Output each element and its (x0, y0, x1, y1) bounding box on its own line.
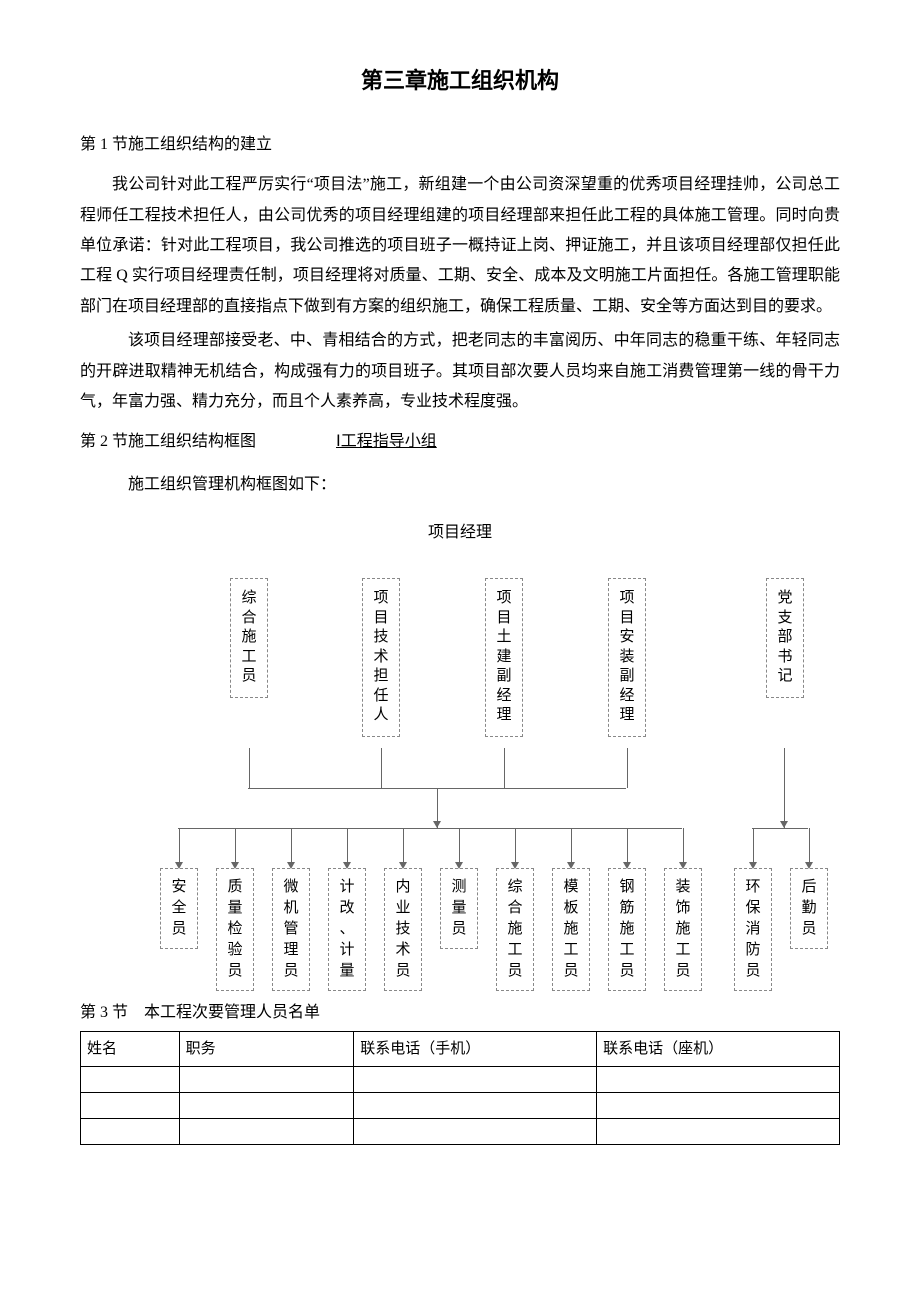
table-cell (81, 1067, 180, 1093)
connector-v (753, 828, 754, 862)
arrowhead-icon (287, 862, 295, 869)
section2-heading-row: 第 2 节施工组织结构框图 Ⅰ工程指导小组 (80, 427, 840, 457)
table-row (81, 1119, 840, 1145)
connector-v (459, 828, 460, 862)
arrowhead-icon (749, 862, 757, 869)
project-manager-label: 项目经理 (80, 518, 840, 548)
table-header-cell: 联系电话（座机） (597, 1031, 840, 1067)
table-cell (597, 1093, 840, 1119)
org-bottom-box: 微机管理员 (272, 868, 310, 991)
org-mid-box: 项目土建副经理 (485, 578, 523, 737)
arrowhead-icon (399, 862, 407, 869)
section2-heading: 第 2 节施工组织结构框图 (80, 427, 256, 457)
connector-v (515, 828, 516, 862)
table-header-cell: 联系电话（手机） (354, 1031, 597, 1067)
connector-h (178, 828, 682, 829)
org-bottom-box: 装饰施工员 (664, 868, 702, 991)
connector-v (809, 828, 810, 862)
section2-subtitle: Ⅰ工程指导小组 (336, 427, 437, 457)
arrowhead-icon (343, 862, 351, 869)
connector-v (403, 828, 404, 862)
table-row (81, 1093, 840, 1119)
table-cell (81, 1093, 180, 1119)
org-bottom-box: 内业技术员 (384, 868, 422, 991)
table-cell (597, 1119, 840, 1145)
connector-v (504, 748, 505, 788)
table-cell (179, 1119, 354, 1145)
arrowhead-icon (805, 862, 813, 869)
connector-v (571, 828, 572, 862)
section1-heading: 第 1 节施工组织结构的建立 (80, 130, 840, 160)
table-cell (179, 1067, 354, 1093)
org-bottom-box: 计改、计量 (328, 868, 366, 991)
table-header-cell: 职务 (179, 1031, 354, 1067)
org-bottom-box: 测量员 (440, 868, 478, 949)
org-bottom-box: 环保消防员 (734, 868, 772, 991)
connector-v (291, 828, 292, 862)
org-mid-box: 党支部书记 (766, 578, 804, 698)
table-cell (81, 1119, 180, 1145)
org-bottom-box: 模板施工员 (552, 868, 590, 991)
org-bottom-box: 钢筋施工员 (608, 868, 646, 991)
table-cell (354, 1093, 597, 1119)
connector-v (249, 748, 250, 788)
org-mid-box: 项目技术担任人 (362, 578, 400, 737)
section3-heading: 第 3 节 本工程次要管理人员名单 (80, 998, 840, 1028)
table-cell (597, 1067, 840, 1093)
connector-v (235, 828, 236, 862)
arrowhead-icon (433, 821, 441, 828)
connector-v (683, 828, 684, 862)
personnel-table: 姓名职务联系电话（手机）联系电话（座机） (80, 1031, 840, 1146)
arrowhead-icon (455, 862, 463, 869)
arrowhead-icon (511, 862, 519, 869)
connector-v (784, 748, 785, 828)
connector-h (752, 828, 808, 829)
arrowhead-icon (231, 862, 239, 869)
arrowhead-icon (175, 862, 183, 869)
org-mid-box: 项目安装副经理 (608, 578, 646, 737)
org-mid-box: 综合施工员 (230, 578, 268, 698)
org-chart: 综合施工员 项目技术担任人 项目土建副经理 项目安装副经理 党支部书记安全员质量检验员微… (80, 578, 840, 988)
section1-para1: 我公司针对此工程严厉实行“项目法”施工，新组建一个由公司资深望重的优秀项目经理挂… (80, 170, 840, 322)
connector-v (627, 748, 628, 788)
org-bottom-box: 安全员 (160, 868, 198, 949)
table-cell (179, 1093, 354, 1119)
chapter-title: 第三章施工组织机构 (80, 60, 840, 102)
arrowhead-icon (623, 862, 631, 869)
connector-v (627, 828, 628, 862)
table-header-cell: 姓名 (81, 1031, 180, 1067)
connector-v (347, 828, 348, 862)
arrowhead-icon (567, 862, 575, 869)
arrowhead-icon (780, 821, 788, 828)
org-bottom-box: 后勤员 (790, 868, 828, 949)
section1-para2: 该项目经理部接受老、中、青相结合的方式，把老同志的丰富阅历、中年同志的稳重干练、… (80, 326, 840, 417)
table-cell (354, 1067, 597, 1093)
org-bottom-box: 质量检验员 (216, 868, 254, 991)
connector-v (179, 828, 180, 862)
org-bottom-box: 综合施工员 (496, 868, 534, 991)
table-cell (354, 1119, 597, 1145)
section2-subline: 施工组织管理机构框图如下： (80, 470, 840, 500)
arrowhead-icon (679, 862, 687, 869)
table-row (81, 1067, 840, 1093)
connector-v (381, 748, 382, 788)
